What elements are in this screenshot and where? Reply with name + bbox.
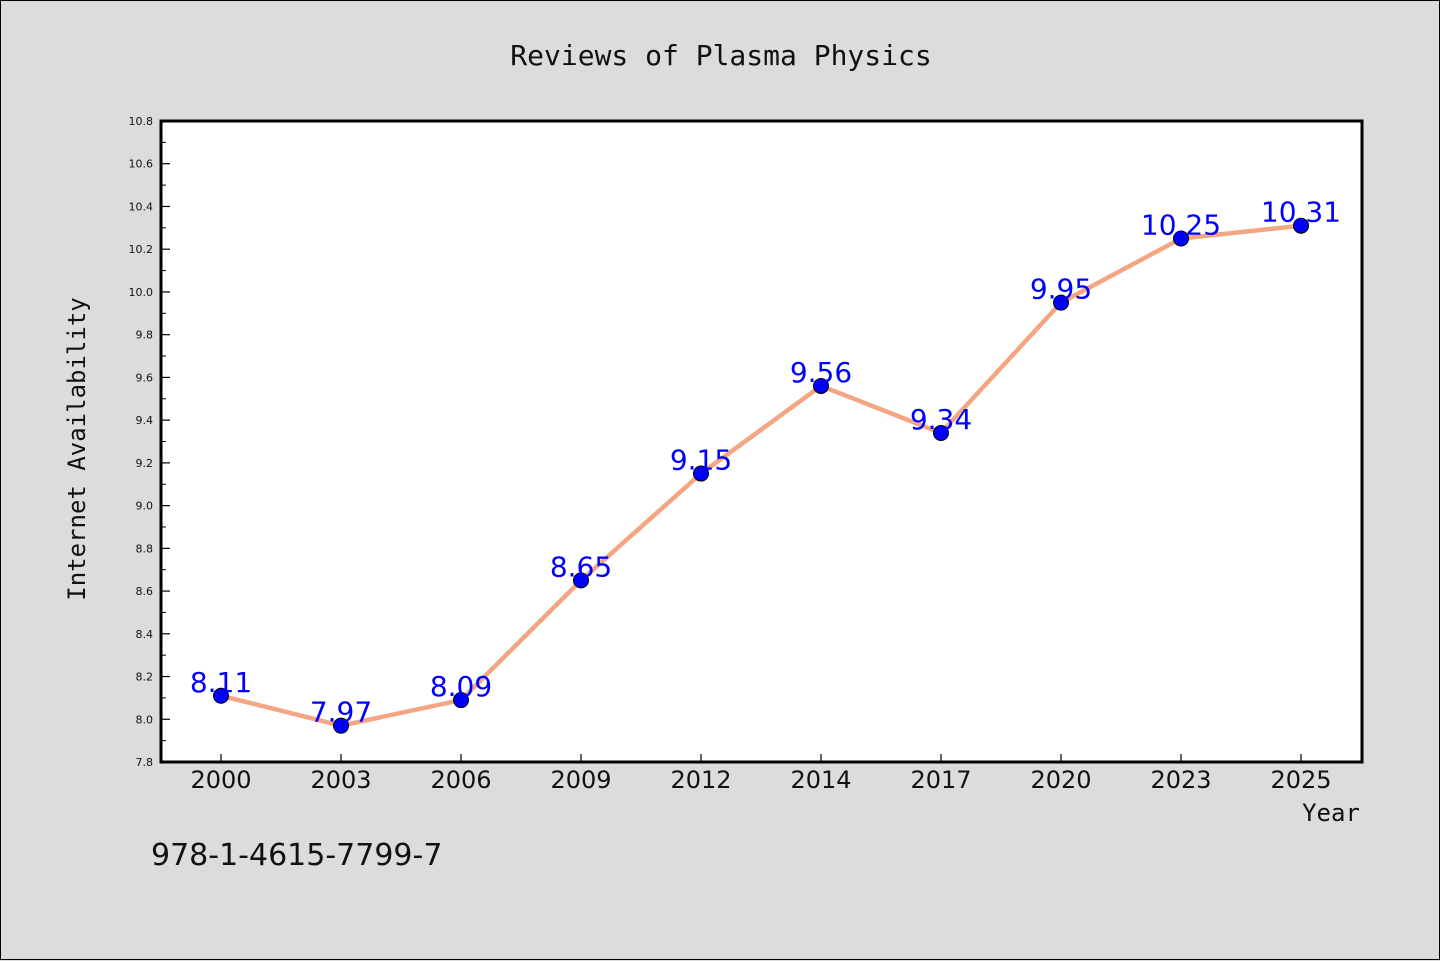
- y-tick-label: 8.8: [136, 542, 154, 555]
- plot-area: [159, 119, 1364, 764]
- data-point: [1293, 217, 1309, 234]
- data-label: 7.97: [310, 696, 372, 729]
- x-tick-label: 2023: [1150, 766, 1211, 794]
- data-label: 9.15: [670, 444, 732, 477]
- data-point: [453, 692, 469, 709]
- data-label: 8.65: [550, 550, 612, 583]
- x-tick-label: 2000: [190, 766, 251, 794]
- data-label: 10.31: [1261, 196, 1341, 229]
- data-label: 9.34: [910, 403, 972, 436]
- data-label: 10.25: [1141, 209, 1221, 242]
- y-tick-label: 8.2: [136, 671, 154, 684]
- y-axis-label: Internet Availability: [63, 297, 91, 600]
- x-tick-label: 2009: [550, 766, 611, 794]
- x-tick-label: 2006: [430, 766, 491, 794]
- data-label: 8.11: [190, 666, 252, 699]
- data-point: [933, 424, 949, 441]
- y-tick-label: 10.2: [129, 243, 154, 256]
- y-tick-label: 7.8: [136, 756, 154, 769]
- data-point: [573, 572, 589, 589]
- data-point: [213, 687, 229, 704]
- y-tick-label: 9.8: [136, 329, 154, 342]
- y-tick-label: 8.0: [136, 713, 154, 726]
- chart-title: Reviews of Plasma Physics: [510, 39, 931, 72]
- data-label: 9.95: [1030, 273, 1092, 306]
- x-tick-label: 2020: [1030, 766, 1091, 794]
- data-point: [693, 465, 709, 482]
- data-point: [1173, 230, 1189, 247]
- y-tick-label: 9.2: [136, 457, 154, 470]
- y-tick-label: 9.0: [136, 500, 154, 513]
- series-layer: 8.11 7.97 8.09 8.65 9.15 9.56 9.34 9.95 10.25 10.…: [190, 196, 1341, 734]
- y-tick-label: 8.6: [136, 585, 154, 598]
- y-tick-label: 9.6: [136, 371, 154, 384]
- y-tick-label: 10.6: [129, 158, 154, 171]
- x-tick-label: 2014: [790, 766, 851, 794]
- data-point: [333, 717, 349, 734]
- x-tick-label: 2003: [310, 766, 371, 794]
- data-label: 8.09: [430, 670, 492, 703]
- y-tick-label: 10.0: [129, 286, 154, 299]
- x-tick-label: 2017: [910, 766, 971, 794]
- series-line: [220, 223, 1302, 728]
- data-point: [1053, 294, 1069, 311]
- x-axis: 2000 2003 2006 2009 2012 2014 2017 2020 2023 2025: [190, 754, 1332, 794]
- data-label: 9.56: [790, 356, 852, 389]
- y-tick-label: 10.8: [129, 115, 154, 128]
- isbn-label: 978-1-4615-7799-7: [151, 838, 442, 873]
- x-tick-label: 2025: [1270, 766, 1331, 794]
- y-axis: 7.8 8.0 8.2 8.4 8.6 8.8 9.0 9.2 9.4 9.6 9.8 10.0 10.…: [129, 115, 170, 769]
- y-tick-label: 9.4: [136, 414, 154, 427]
- x-axis-label: Year: [1302, 799, 1360, 827]
- x-tick-label: 2012: [670, 766, 731, 794]
- data-point: [813, 377, 829, 394]
- y-tick-label: 8.4: [136, 628, 154, 641]
- y-tick-label: 10.4: [129, 200, 154, 213]
